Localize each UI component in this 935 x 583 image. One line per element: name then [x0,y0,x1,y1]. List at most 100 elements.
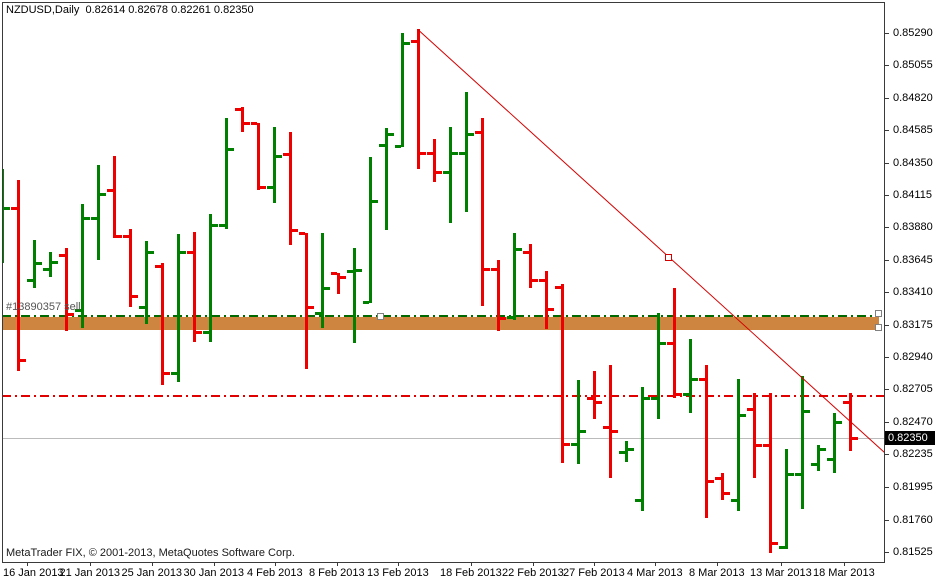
ohlc-bar [609,365,612,479]
ohlc-open-tick [571,442,577,446]
ohlc-open-tick [683,393,689,397]
ohlc-close-tick [148,251,154,255]
ohlc-close-tick [740,413,746,417]
ohlc-bar [641,387,644,512]
ohlc-bar [833,413,836,473]
price-axis-tick [884,422,889,423]
ohlc-open-tick [619,451,625,455]
horizontal-line-object[interactable] [2,395,884,397]
price-axis-tick [884,292,889,293]
sell-order-line[interactable] [2,315,879,317]
time-axis-label: 8 Mar 2013 [689,567,745,579]
price-axis-label: 0.83410 [893,286,933,298]
ohlc-close-tick [276,154,282,158]
trendline-handle[interactable] [665,254,672,261]
ohlc-close-tick [260,186,266,190]
time-axis-tick [533,562,534,566]
ohlc-open-tick [731,499,737,503]
ohlc-close-tick [340,275,346,279]
price-axis-label: 0.84350 [893,157,933,169]
ohlc-bar [17,180,20,371]
price-axis-tick [884,389,889,390]
ohlc-open-tick [443,171,449,175]
ohlc-bar [657,312,660,419]
chart-title: NZDUSD,Daily 0.82614 0.82678 0.82261 0.8… [6,4,254,16]
ohlc-close-tick [36,262,42,266]
ohlc-close-tick [692,378,698,381]
ohlc-bar [433,139,436,182]
ohlc-open-tick [651,397,657,401]
price-axis-tick [884,163,889,164]
ohlc-bar [81,203,84,328]
ohlc-close-tick [468,132,474,136]
time-axis-tick [471,562,472,566]
ohlc-close-tick [564,442,570,446]
ohlc-bar [241,107,244,133]
ohlc-open-tick [667,342,673,346]
time-axis-label: 13 Mar 2013 [750,567,812,579]
price-axis-tick [884,227,889,228]
ohlc-close-tick [372,200,378,204]
ohlc-open-tick [331,271,337,275]
ohlc-close-tick [20,358,26,362]
ohlc-bar [417,28,420,170]
time-axis-label: 13 Feb 2013 [367,567,429,579]
ohlc-close-tick [836,420,842,424]
ohlc-close-tick [116,234,122,238]
ohlc-close-tick [404,41,410,45]
price-axis-label: 0.82235 [893,448,933,460]
price-axis-label: 0.84115 [893,189,932,201]
current-price-tag: 0.82350 [885,431,935,445]
ohlc-bar [561,283,564,464]
chart-plot-area[interactable]: #13890357 sell MetaTrader FIX, © 2001-201… [2,2,884,562]
ohlc-open-tick [843,400,849,404]
price-axis-label: 0.81995 [893,481,933,493]
band-handle[interactable] [377,313,384,320]
ohlc-close-tick [68,313,74,317]
price-axis-tick [884,130,889,131]
price-axis-label: 0.82940 [893,351,933,363]
price-axis-label: 0.83175 [893,319,933,331]
ohlc-close-tick [772,542,778,546]
ohlc-bar [369,157,372,304]
band-handle[interactable] [875,310,882,317]
ohlc-close-tick [724,492,730,496]
ohlc-open-tick [107,189,113,193]
ohlc-bar [129,228,132,308]
time-axis-label: 25 Jan 2013 [121,567,183,579]
price-axis-label: 0.85055 [893,59,933,71]
ohlc-close-tick [388,132,394,136]
ohlc-open-tick [59,253,65,257]
descending-trendline[interactable] [417,29,884,456]
order-line-label: #13890357 sell [6,301,81,313]
price-axis-label: 0.83645 [893,254,933,266]
price-axis-tick [884,98,889,99]
band-handle[interactable] [875,324,882,331]
price-axis-label: 0.82470 [893,416,933,428]
time-axis-tick [844,562,845,566]
price-axis-tick [884,260,889,261]
ohlc-bar [513,232,516,320]
ohlc-bar [193,231,196,342]
ohlc-open-tick [795,473,801,477]
ohlc-open-tick [43,267,49,271]
ohlc-open-tick [555,285,561,289]
time-axis-tick [717,562,718,566]
ohlc-bar [705,365,708,519]
time-axis-tick [90,562,91,566]
price-axis-label: 0.85290 [893,27,933,39]
ohlc-close-tick [4,207,10,211]
ohlc-bar [721,472,724,501]
ohlc-close-tick [596,401,602,405]
ohlc-open-tick [379,143,385,147]
ohlc-bar [273,126,276,203]
ohlc-bar [305,232,308,370]
ohlc-open-tick [507,315,513,319]
ohlc-bar [465,92,468,213]
ohlc-bar [801,376,804,509]
time-axis-label: 30 Jan 2013 [183,567,245,579]
ohlc-open-tick [715,477,721,481]
price-axis-label: 0.82705 [893,383,933,395]
ohlc-open-tick [475,131,481,135]
